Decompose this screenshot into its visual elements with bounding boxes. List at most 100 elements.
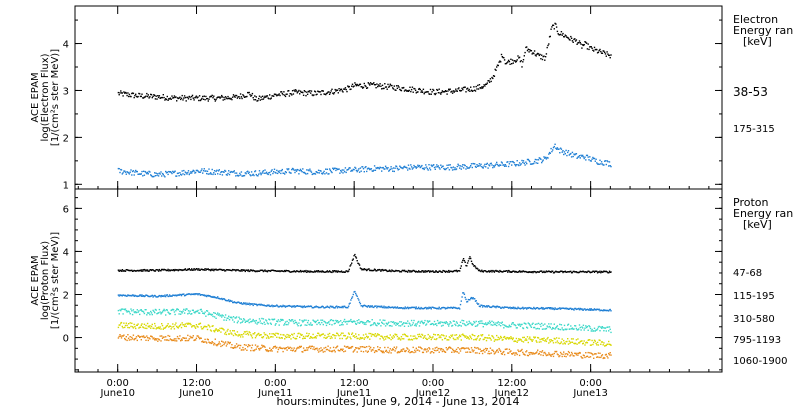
data-point (357, 84, 359, 87)
data-point (359, 83, 362, 85)
data-point (328, 173, 330, 175)
data-point (602, 271, 604, 273)
data-point (366, 269, 368, 272)
data-point (166, 95, 168, 98)
data-point (326, 168, 328, 170)
data-point (358, 263, 360, 265)
data-point (289, 320, 291, 322)
data-point (418, 333, 421, 335)
data-point (400, 336, 403, 338)
data-point (427, 270, 429, 272)
data-point (539, 157, 541, 160)
data-point (273, 305, 275, 307)
data-point (280, 337, 283, 339)
data-point (225, 319, 228, 321)
data-point (303, 270, 306, 272)
data-point (392, 334, 395, 337)
data-point (230, 332, 232, 334)
data-point (433, 324, 435, 326)
data-point (150, 335, 152, 337)
data-point (282, 350, 284, 353)
data-point (257, 321, 259, 324)
data-point (455, 324, 457, 327)
data-point (238, 316, 240, 318)
data-point (343, 350, 345, 353)
data-point (119, 309, 121, 311)
data-point (587, 43, 589, 45)
data-point (401, 350, 403, 352)
data-point (273, 318, 275, 321)
data-point (271, 269, 273, 271)
data-point (158, 308, 161, 311)
data-point (582, 154, 584, 157)
data-point (523, 336, 525, 339)
data-point (522, 306, 524, 309)
data-point (207, 268, 209, 270)
data-point (440, 93, 442, 95)
data-point (139, 294, 142, 296)
data-point (456, 307, 458, 310)
data-point (475, 339, 477, 341)
data-point (319, 91, 321, 93)
data-point (276, 304, 278, 306)
data-point (531, 163, 533, 165)
data-point (135, 337, 137, 340)
data-point (423, 349, 425, 351)
data-point (488, 80, 490, 82)
data-point (231, 344, 233, 346)
data-point (597, 163, 600, 165)
data-point (266, 334, 269, 337)
data-point (476, 88, 478, 90)
data-point (498, 61, 500, 63)
data-point (520, 349, 522, 352)
data-point (436, 271, 438, 273)
data-point (553, 308, 555, 311)
data-point (493, 166, 496, 168)
data-point (425, 271, 428, 273)
data-point (201, 97, 203, 100)
data-point (124, 338, 127, 341)
data-point (219, 298, 221, 300)
data-point (479, 165, 481, 167)
data-point (179, 172, 181, 174)
data-point (381, 350, 383, 353)
data-point (583, 329, 585, 331)
data-point (521, 66, 523, 68)
data-point (390, 306, 392, 309)
data-point (563, 36, 565, 38)
data-point (365, 268, 367, 271)
data-point (366, 335, 368, 337)
data-point (564, 353, 566, 355)
data-point (534, 352, 537, 354)
data-point (554, 338, 556, 340)
data-point (295, 348, 298, 350)
data-point (235, 346, 237, 349)
data-point (254, 170, 257, 172)
data-point (395, 348, 397, 350)
data-point (213, 296, 215, 299)
data-point (302, 335, 305, 338)
data-point (249, 344, 251, 347)
data-point (168, 295, 170, 298)
data-point (380, 167, 382, 169)
data-point (138, 173, 140, 175)
data-point (565, 35, 567, 37)
data-point (505, 165, 507, 167)
data-point (515, 337, 518, 340)
data-point (536, 351, 538, 353)
data-point (232, 94, 235, 96)
data-point (229, 316, 231, 319)
data-point (403, 325, 406, 327)
data-point (129, 171, 131, 173)
data-point (492, 350, 495, 353)
data-point (126, 295, 128, 297)
data-point (444, 271, 447, 273)
data-point (582, 342, 585, 344)
data-point (536, 159, 538, 161)
data-point (579, 157, 581, 159)
data-point (294, 319, 296, 322)
data-point (231, 171, 233, 173)
data-point (453, 91, 455, 93)
data-point (373, 347, 375, 349)
data-point (123, 269, 125, 272)
